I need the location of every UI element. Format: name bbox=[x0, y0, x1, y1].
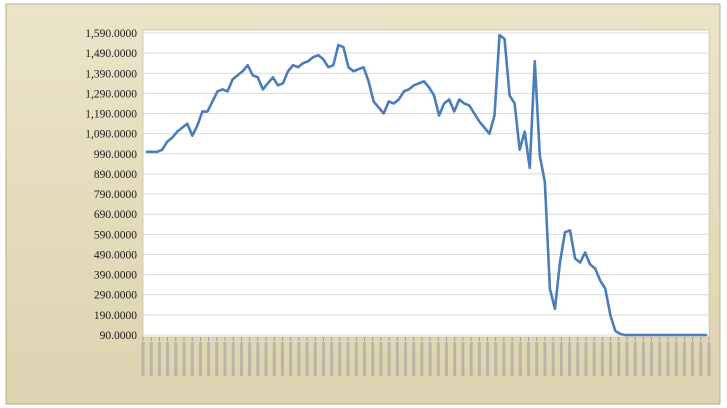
y-tick-label: 90.0000 bbox=[100, 330, 138, 342]
x-tick-label bbox=[617, 342, 621, 376]
x-tick-label bbox=[157, 342, 161, 376]
y-axis-ticks: 1,590.0000 1,490.0000 1,390.0000 1,290.0000… bbox=[85, 28, 137, 342]
x-tick-label bbox=[248, 342, 252, 376]
y-tick-label: 1,590.0000 bbox=[85, 28, 137, 40]
x-tick-label bbox=[182, 342, 186, 376]
y-tick-label: 590.0000 bbox=[94, 229, 137, 241]
x-tick-label bbox=[256, 342, 260, 376]
x-tick-label bbox=[477, 342, 481, 376]
y-tick-label: 1,490.0000 bbox=[85, 48, 137, 60]
x-tick-label bbox=[280, 342, 284, 376]
x-tick-label bbox=[428, 342, 432, 376]
x-tick-label bbox=[264, 342, 268, 376]
x-tick-label bbox=[215, 342, 219, 376]
x-tick-label bbox=[362, 342, 366, 376]
x-axis-ticks bbox=[141, 337, 711, 376]
x-tick-label bbox=[174, 342, 178, 376]
x-tick-label bbox=[682, 342, 686, 376]
series-line bbox=[145, 33, 708, 337]
x-tick-label bbox=[666, 342, 670, 376]
x-tick-label bbox=[149, 342, 153, 376]
x-tick-label bbox=[297, 342, 301, 376]
x-tick-label bbox=[272, 342, 276, 376]
x-tick-label bbox=[600, 342, 604, 376]
y-tick-label: 190.0000 bbox=[94, 310, 137, 322]
y-tick-label: 1,190.0000 bbox=[85, 109, 137, 121]
x-tick-label bbox=[625, 342, 629, 376]
x-tick-label bbox=[354, 342, 358, 376]
y-tick-label: 1,290.0000 bbox=[85, 88, 137, 100]
x-tick-label bbox=[223, 342, 227, 376]
x-tick-label bbox=[313, 342, 317, 376]
x-tick-label bbox=[445, 342, 449, 376]
x-tick-label bbox=[420, 342, 424, 376]
x-tick-label bbox=[403, 342, 407, 376]
x-tick-label bbox=[641, 342, 645, 376]
x-tick-label bbox=[198, 342, 202, 376]
plot-area bbox=[142, 29, 710, 338]
x-tick-label bbox=[535, 342, 539, 376]
y-tick-label: 1,090.0000 bbox=[85, 129, 137, 141]
x-tick-label bbox=[453, 342, 457, 376]
x-tick-label bbox=[543, 342, 547, 376]
x-tick-label bbox=[338, 342, 342, 376]
x-tick-label bbox=[486, 342, 490, 376]
x-tick-label bbox=[691, 342, 695, 376]
x-tick-label bbox=[707, 342, 711, 376]
x-tick-label bbox=[231, 342, 235, 376]
x-tick-label bbox=[379, 342, 383, 376]
x-tick-label bbox=[674, 342, 678, 376]
x-tick-label bbox=[658, 342, 662, 376]
y-tick-label: 290.0000 bbox=[94, 290, 137, 302]
x-tick-label bbox=[650, 342, 654, 376]
x-tick-label bbox=[559, 342, 563, 376]
x-tick-label bbox=[633, 342, 637, 376]
x-tick-label bbox=[330, 342, 334, 376]
x-tick-label bbox=[568, 342, 572, 376]
x-tick-label bbox=[436, 342, 440, 376]
y-tick-label: 1,390.0000 bbox=[85, 68, 137, 80]
x-tick-label bbox=[502, 342, 506, 376]
x-tick-label bbox=[494, 342, 498, 376]
x-tick-label bbox=[412, 342, 416, 376]
x-tick-label bbox=[469, 342, 473, 376]
y-tick-label: 790.0000 bbox=[94, 189, 137, 201]
x-tick-label bbox=[699, 342, 703, 376]
x-tick-label bbox=[510, 342, 514, 376]
y-tick-label: 890.0000 bbox=[94, 169, 137, 181]
x-tick-label bbox=[141, 342, 145, 376]
x-tick-label bbox=[346, 342, 350, 376]
x-tick-label bbox=[584, 342, 588, 376]
y-tick-label: 690.0000 bbox=[94, 209, 137, 221]
y-tick-label: 390.0000 bbox=[94, 270, 137, 282]
x-tick-label bbox=[207, 342, 211, 376]
x-tick-label bbox=[305, 342, 309, 376]
x-tick-label bbox=[166, 342, 170, 376]
x-tick-label bbox=[190, 342, 194, 376]
x-tick-label bbox=[321, 342, 325, 376]
x-tick-label bbox=[395, 342, 399, 376]
x-tick-label bbox=[387, 342, 391, 376]
y-tick-label: 990.0000 bbox=[94, 149, 137, 161]
x-tick-label bbox=[518, 342, 522, 376]
y-tick-label: 490.0000 bbox=[94, 249, 137, 261]
series-line-layer bbox=[145, 33, 708, 337]
gridlines bbox=[143, 32, 709, 336]
x-tick-label bbox=[609, 342, 613, 376]
x-tick-label bbox=[576, 342, 580, 376]
x-tick-label bbox=[371, 342, 375, 376]
x-tick-label bbox=[551, 342, 555, 376]
x-tick-label bbox=[527, 342, 531, 376]
x-tick-label bbox=[289, 342, 293, 376]
x-tick-label bbox=[592, 342, 596, 376]
x-tick-label bbox=[239, 342, 243, 376]
x-tick-label bbox=[461, 342, 465, 376]
